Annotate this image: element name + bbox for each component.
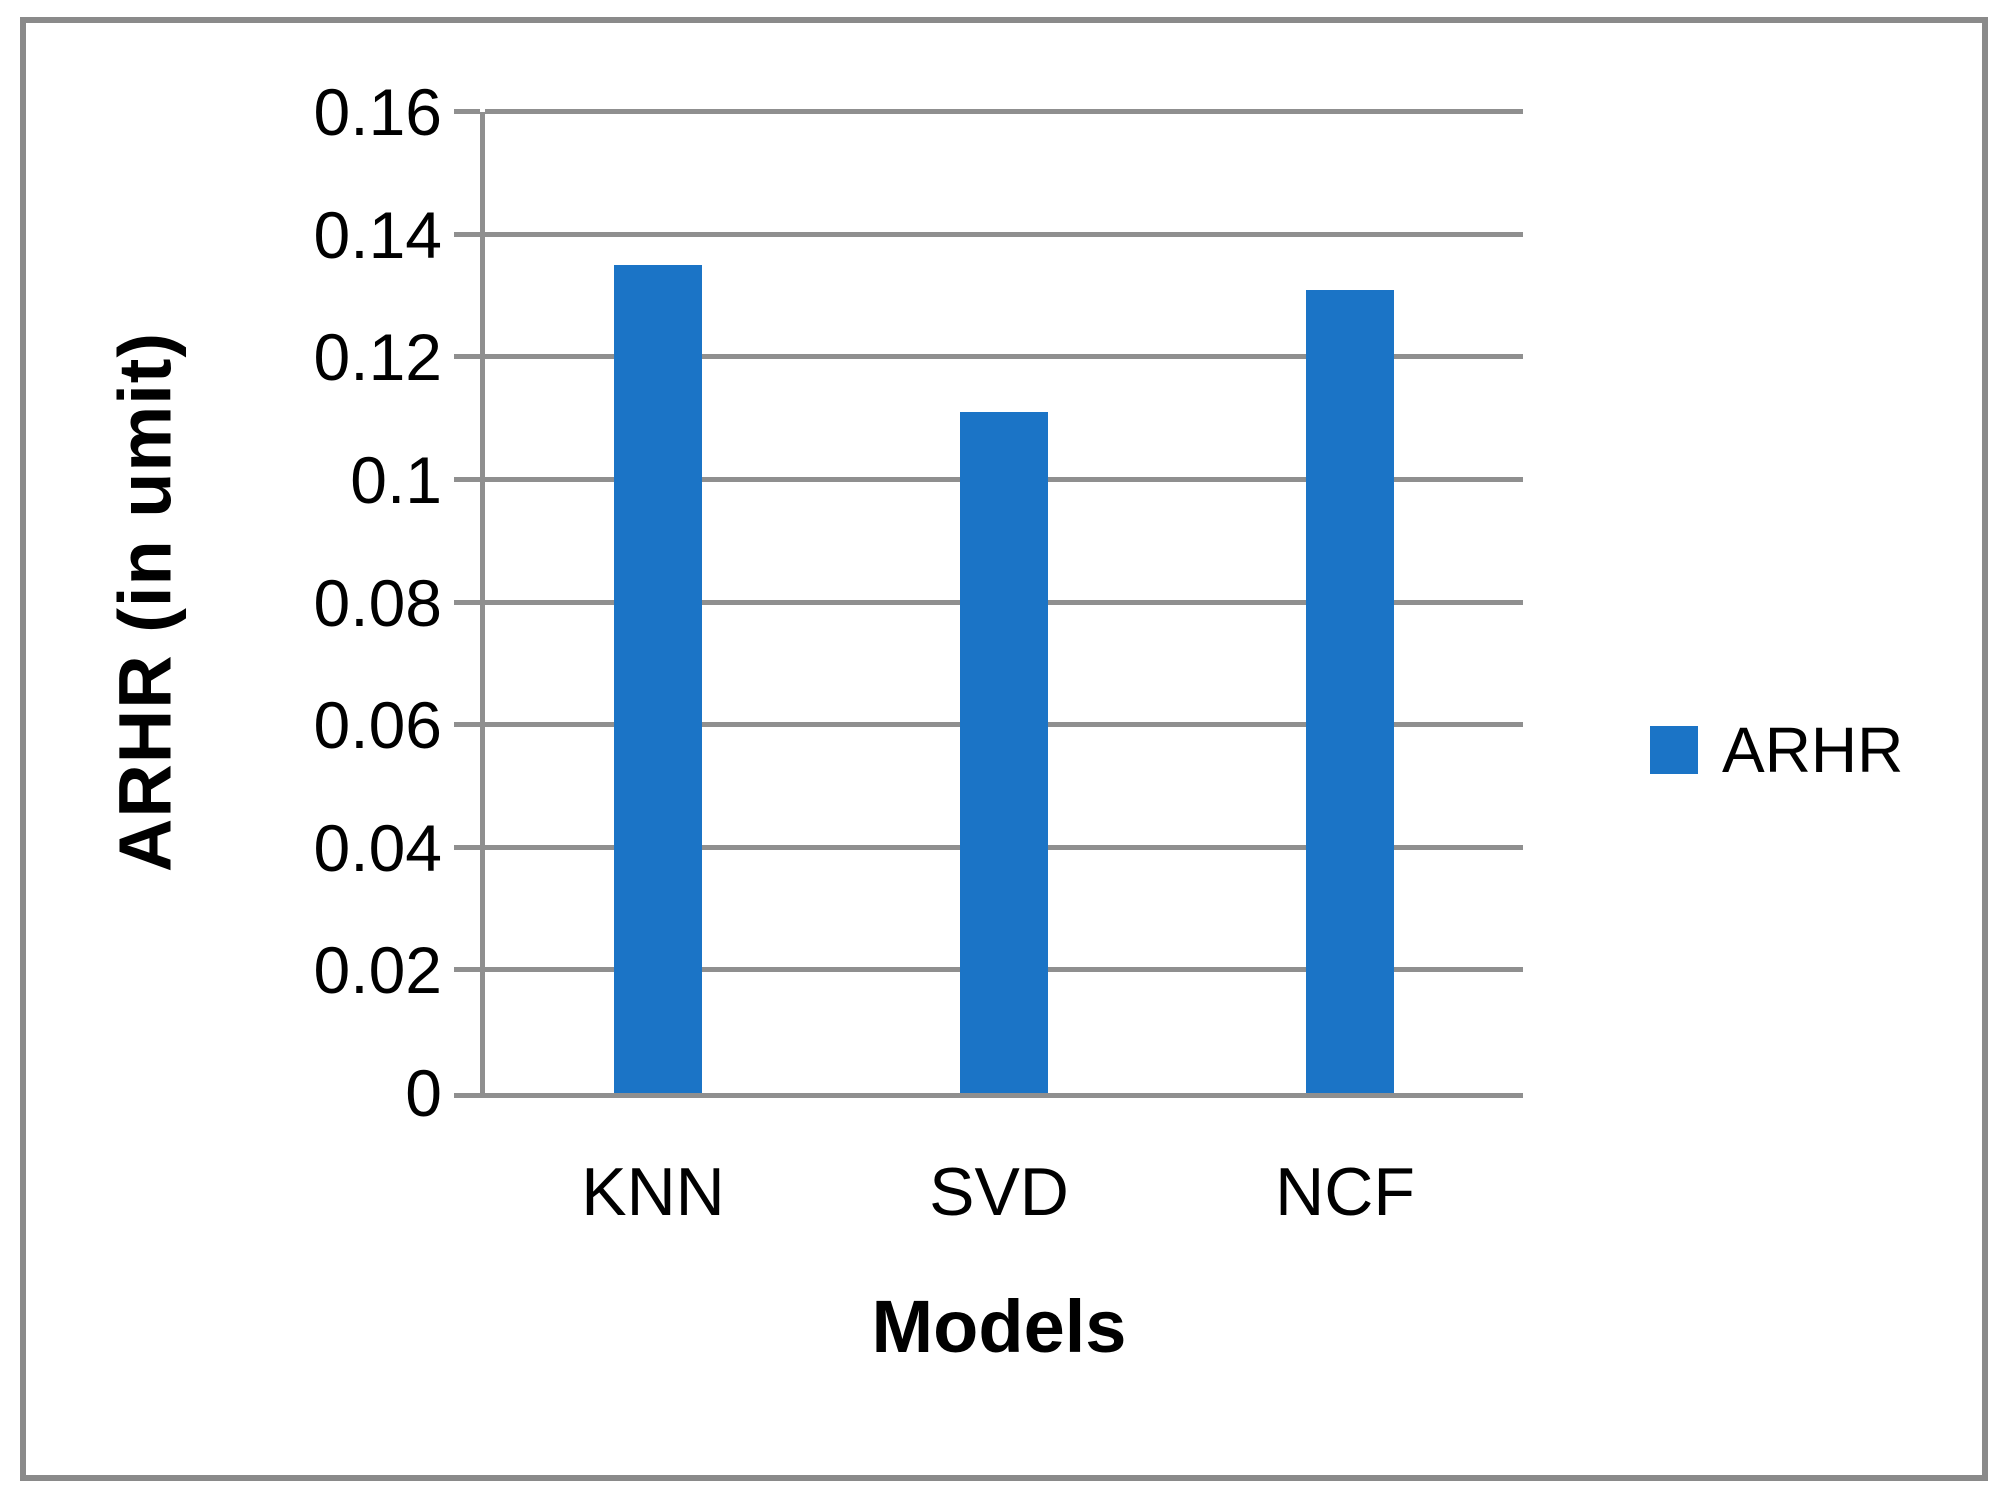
y-tick-mark-0.02: [454, 967, 480, 973]
y-tick-label-0: 0: [405, 1056, 442, 1130]
x-category-label-ncf: NCF: [1275, 1154, 1415, 1230]
y-tick-label-0.12: 0.12: [313, 320, 442, 395]
y-tick-label-0.1: 0.1: [350, 442, 442, 517]
y-tick-mark-0: [454, 1093, 485, 1098]
legend-label-arhr: ARHR: [1722, 714, 1904, 786]
y-tick-mark-0.06: [454, 722, 480, 728]
legend-swatch-arhr: [1650, 726, 1698, 774]
gridline-0.16: [485, 109, 1523, 114]
gridline-0.14: [485, 231, 1523, 237]
bar-ncf: [1306, 289, 1394, 1093]
bar-svd: [960, 412, 1048, 1093]
y-tick-mark-0.08: [454, 599, 480, 605]
y-tick-label-0.08: 0.08: [313, 565, 442, 640]
legend: ARHR: [1650, 718, 1903, 782]
y-tick-mark-0.04: [454, 844, 480, 850]
x-category-label-svd: SVD: [929, 1154, 1069, 1230]
y-tick-mark-0.14: [454, 231, 480, 237]
y-tick-label-0.16: 0.16: [313, 75, 442, 149]
y-tick-label-0.14: 0.14: [313, 197, 442, 272]
y-tick-mark-0.1: [454, 476, 480, 482]
x-axis-title: Models: [871, 1285, 1127, 1368]
x-category-label-knn: KNN: [581, 1154, 725, 1230]
y-tick-mark-0.16: [454, 109, 480, 114]
y-tick-label-0.04: 0.04: [313, 810, 442, 885]
y-tick-label-0.06: 0.06: [313, 688, 442, 763]
y-tick-label-0.02: 0.02: [313, 933, 442, 1008]
x-category-labels: KNN SVD NCF: [480, 1158, 1518, 1238]
y-tick-mark-0.12: [454, 354, 480, 360]
plot-area: [454, 109, 1523, 1098]
bar-knn: [613, 265, 702, 1093]
gridline-0.12: [485, 354, 1523, 360]
y-tick-labels: 0 0.02 0.04 0.06 0.08 0.1 0.12 0.14 0.16: [140, 79, 442, 1126]
